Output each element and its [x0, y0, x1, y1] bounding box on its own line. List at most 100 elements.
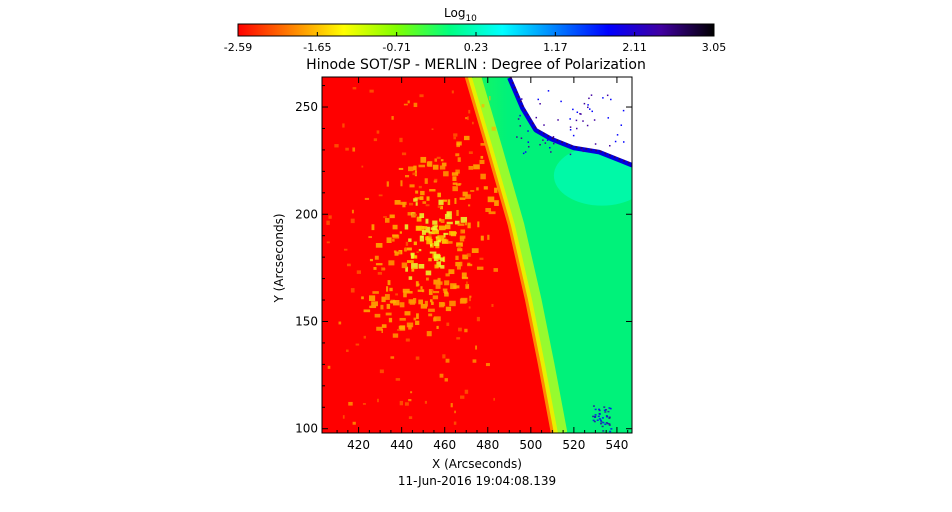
plage-speckle: [429, 299, 433, 303]
colorbar-tick-label: -1.65: [303, 41, 331, 54]
network-speckle: [408, 399, 412, 402]
plage-speckle: [428, 313, 433, 317]
lower-right-blue-speck: [606, 422, 609, 425]
network-speckle: [428, 233, 432, 238]
lower-right-blue-speck: [594, 408, 597, 411]
no-data-speck: [537, 98, 539, 101]
no-data-speck: [527, 130, 529, 132]
plage-speckle: [436, 261, 441, 268]
network-speckle: [419, 94, 424, 98]
heatmap-image: [322, 77, 632, 433]
plage-speckle: [450, 231, 457, 235]
plage-speckle: [420, 156, 427, 163]
plage-speckle: [410, 252, 415, 256]
plage-speckle: [410, 253, 414, 259]
x-tick-label: 420: [347, 438, 370, 452]
colorbar-tick-label: -0.71: [382, 41, 410, 54]
no-data-speck: [520, 137, 523, 139]
network-speckle: [453, 421, 457, 425]
plage-speckle: [415, 320, 420, 325]
network-speckle: [453, 136, 456, 140]
no-data-speck: [547, 90, 550, 92]
network-speckle: [413, 102, 418, 108]
plage-speckle: [369, 295, 376, 302]
network-speckle: [350, 218, 355, 224]
network-speckle: [379, 369, 384, 374]
network-speckle: [437, 205, 442, 208]
plage-speckle: [361, 296, 364, 300]
network-speckle: [467, 116, 469, 121]
plage-speckle: [408, 325, 412, 330]
plage-speckle: [488, 211, 496, 215]
no-data-speck: [622, 141, 625, 143]
plage-speckle: [372, 291, 379, 294]
plage-speckle: [433, 279, 441, 285]
network-speckle: [395, 293, 399, 296]
network-speckle: [431, 128, 434, 131]
network-speckle: [491, 303, 494, 307]
plage-speckle: [428, 289, 433, 295]
plage-speckle: [444, 213, 452, 220]
lower-right-blue-speck: [610, 428, 613, 430]
plage-speckle: [436, 325, 439, 329]
plage-speckle: [437, 239, 441, 242]
plage-speckle: [409, 184, 415, 188]
lower-right-blue-speck: [593, 420, 596, 423]
plage-speckle: [480, 143, 486, 146]
network-speckle: [350, 288, 355, 293]
network-speckle: [348, 401, 353, 406]
plage-speckle: [375, 263, 383, 266]
no-data-speck: [575, 119, 578, 122]
plage-speckle: [388, 317, 393, 323]
network-speckle: [460, 395, 465, 399]
plage-speckle: [419, 196, 424, 200]
plage-speckle: [386, 181, 389, 187]
lower-right-blue-speck: [607, 410, 610, 413]
no-data-speck: [535, 116, 538, 119]
plage-speckle: [465, 194, 471, 199]
plage-speckle: [460, 297, 468, 303]
no-data-speck: [594, 143, 597, 145]
network-speckle: [425, 204, 430, 207]
plage-speckle: [456, 141, 462, 146]
network-speckle: [468, 204, 471, 207]
plage-speckle: [420, 190, 425, 196]
plage-speckle: [374, 313, 381, 318]
plage-speckle: [404, 311, 411, 316]
limb-glow: [469, 77, 568, 433]
plage-speckle: [437, 277, 441, 283]
plage-speckle: [405, 266, 408, 272]
plage-speckle: [444, 292, 449, 297]
lower-right-blue-speck: [605, 408, 608, 411]
plage-speckle: [434, 264, 439, 269]
no-data-speck: [602, 97, 604, 99]
no-data-speck: [591, 110, 593, 113]
network-speckle: [408, 416, 413, 420]
no-data-speck: [583, 102, 586, 105]
no-data-speck: [527, 141, 530, 143]
lower-right-blue-speck: [601, 417, 604, 419]
plage-speckle: [471, 248, 479, 253]
network-speckle: [415, 356, 420, 360]
plage-speckle: [477, 221, 480, 228]
plage-speckle: [448, 241, 453, 244]
plage-speckle: [464, 221, 467, 226]
network-speckle: [470, 190, 475, 192]
plage-speckle: [451, 172, 459, 176]
plage-speckle: [420, 286, 423, 290]
no-data-speck: [539, 103, 541, 105]
plage-speckle: [437, 235, 445, 241]
plage-speckle: [399, 325, 406, 331]
plage-speckle: [419, 213, 425, 219]
plage-speckle: [456, 242, 463, 247]
plage-speckle: [384, 294, 390, 300]
network-speckle: [362, 403, 366, 405]
no-data-speck: [622, 109, 625, 112]
no-data-speck: [582, 120, 584, 122]
lower-right-blue-speck: [600, 422, 603, 425]
plage-speckle: [408, 299, 415, 304]
plage-speckle: [473, 164, 480, 170]
timestamp: 11-Jun-2016 19:04:08.139: [398, 474, 556, 488]
no-data-speck: [517, 118, 520, 120]
no-data-speck: [527, 146, 530, 148]
